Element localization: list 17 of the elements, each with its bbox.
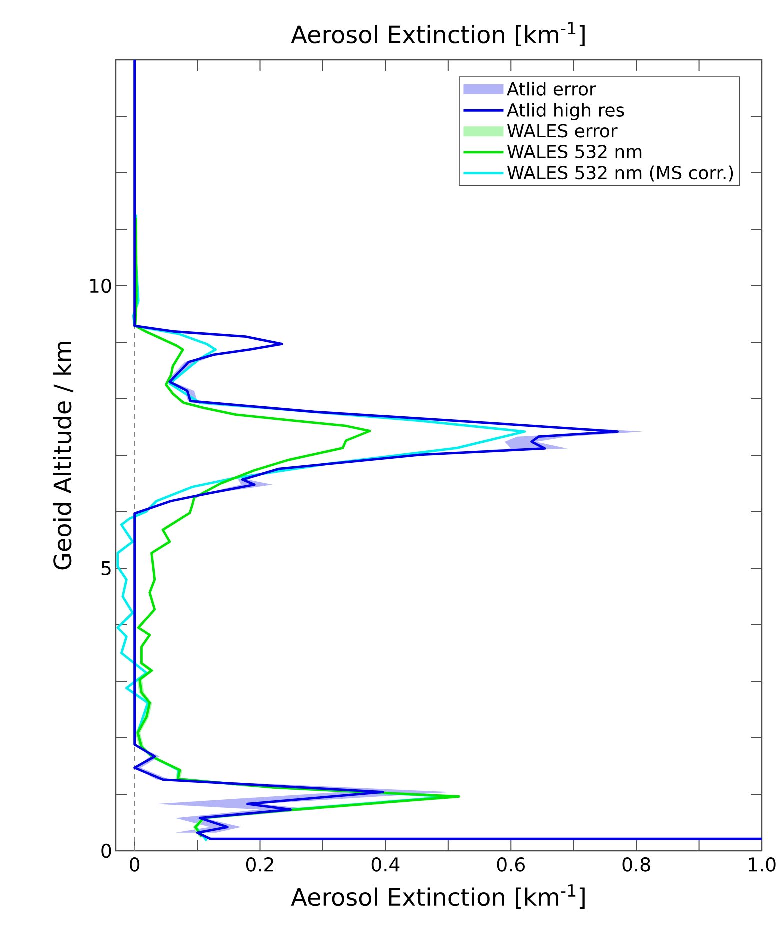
y-tick-label: 5 <box>102 561 111 576</box>
legend-label: WALES 532 nm <box>507 144 642 159</box>
legend-label: WALES error <box>507 124 618 138</box>
x-tick-label: 0 <box>130 858 140 872</box>
x-tick-label: 0.8 <box>622 858 650 872</box>
legend-label: Atlid error <box>507 82 596 96</box>
x-tick-label: 0.6 <box>497 858 525 872</box>
x-axis-title: Aerosol Extinction [km$^{-1}$] <box>291 884 585 910</box>
x-tick-label: 0.4 <box>372 858 400 872</box>
legend-label: Atlid high res <box>507 103 624 120</box>
y-tick-label: 0 <box>102 844 112 858</box>
chart-title: Aerosol Extinction [km$^{-1}$] <box>291 22 585 46</box>
y-tick-label: 10 <box>90 278 112 294</box>
legend-label: WALES 532 nm (MS corr.) <box>507 166 734 182</box>
x-tick-label: 0.2 <box>246 858 274 872</box>
y-axis-title: Geoid Altitude / km <box>53 342 74 570</box>
x-tick-label: 1.0 <box>749 858 776 872</box>
